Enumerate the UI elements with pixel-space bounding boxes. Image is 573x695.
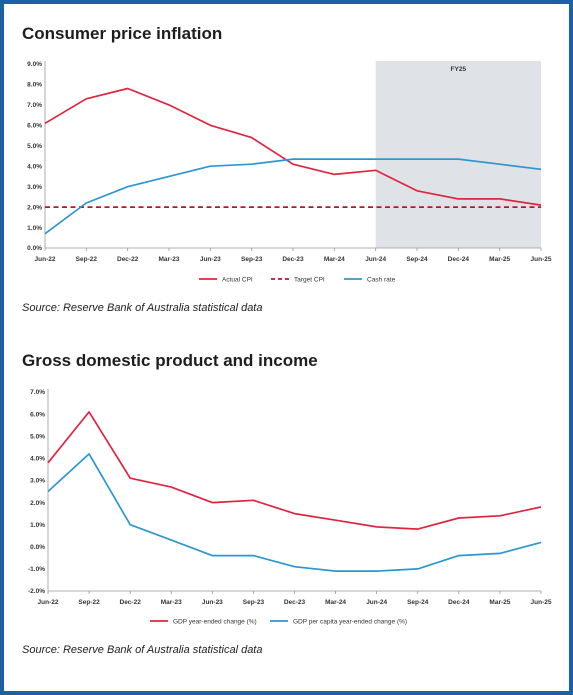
x-tick-label: Jun-22 bbox=[35, 256, 56, 263]
y-tick-label: 0.0% bbox=[30, 544, 45, 551]
x-tick-label: Jun-24 bbox=[366, 599, 387, 606]
x-tick-label: Mar-23 bbox=[161, 599, 182, 606]
cpi-chart: FY25 0.0% 1.0% 2.0% 3.0% 4.0% 5.0% 6.0% 7.0% 8.0%… bbox=[27, 61, 552, 283]
y-tick-label: 4.0% bbox=[27, 163, 42, 170]
y-tick-label: 2.0% bbox=[30, 500, 45, 507]
series-line-0 bbox=[47, 411, 542, 530]
y-tick-label: 7.0% bbox=[30, 389, 45, 396]
fy25-label: FY25 bbox=[451, 66, 467, 73]
x-tick-label: Jun-24 bbox=[365, 256, 386, 263]
legend-label: GDP year-ended change (%) bbox=[173, 618, 257, 625]
x-tick-label: Dec-23 bbox=[282, 256, 304, 263]
series-line-1 bbox=[47, 453, 542, 572]
x-tick-label: Dec-23 bbox=[284, 599, 306, 606]
y-tick-label: 5.0% bbox=[30, 433, 45, 440]
y-tick-label: 4.0% bbox=[30, 456, 45, 463]
x-tick-label: Sep-22 bbox=[78, 599, 100, 606]
y-tick-label: 6.0% bbox=[27, 123, 42, 130]
y-tick-label: 1.0% bbox=[30, 522, 45, 529]
x-tick-label: Jun-25 bbox=[531, 599, 552, 606]
x-tick-label: Jun-23 bbox=[200, 256, 221, 263]
y-tick-label: 3.0% bbox=[27, 184, 42, 191]
y-tick-label: 8.0% bbox=[27, 82, 42, 89]
y-tick-label: 5.0% bbox=[27, 143, 42, 150]
x-tick-label: Mar-25 bbox=[489, 599, 510, 606]
x-tick-label: Dec-24 bbox=[448, 256, 470, 263]
legend-label: Target CPI bbox=[294, 276, 325, 283]
y-tick-label: 7.0% bbox=[27, 102, 42, 109]
legend-label: GDP per capita year-ended change (%) bbox=[293, 618, 407, 625]
x-tick-label: Mar-25 bbox=[489, 256, 510, 263]
legend-label: Cash rate bbox=[367, 276, 396, 283]
x-tick-label: Dec-24 bbox=[448, 599, 470, 606]
y-tick-label: 9.0% bbox=[27, 61, 42, 68]
gdp-chart: -2.0% -1.0% 0.0% 1.0% 2.0% 3.0% 4.0% 5.0% 6.0% 7.… bbox=[28, 389, 552, 625]
x-tick-label: Sep-24 bbox=[407, 599, 429, 606]
x-tick-label: Dec-22 bbox=[117, 256, 139, 263]
chart-title-cpi: Consumer price inflation bbox=[22, 24, 223, 43]
series-line-2 bbox=[44, 158, 542, 235]
y-tick-label: -2.0% bbox=[28, 588, 45, 595]
y-tick-label: 6.0% bbox=[30, 411, 45, 418]
x-tick-label: Jun-25 bbox=[531, 256, 552, 263]
y-tick-label: 1.0% bbox=[27, 225, 42, 232]
x-tick-label: Mar-23 bbox=[159, 256, 180, 263]
series-line-0 bbox=[44, 87, 542, 206]
x-tick-label: Mar-24 bbox=[325, 599, 346, 606]
legend-label: Actual CPI bbox=[222, 276, 253, 283]
y-tick-label: -1.0% bbox=[28, 566, 45, 573]
y-tick-label: 3.0% bbox=[30, 478, 45, 485]
x-tick-label: Sep-23 bbox=[241, 256, 263, 263]
x-tick-label: Jun-23 bbox=[202, 599, 223, 606]
x-tick-label: Jun-22 bbox=[38, 599, 59, 606]
fy25-shaded-region bbox=[375, 61, 541, 248]
chart-title-gdp: Gross domestic product and income bbox=[22, 351, 318, 370]
source-note-cpi: Source: Reserve Bank of Australia statis… bbox=[22, 302, 263, 314]
x-tick-label: Sep-23 bbox=[243, 599, 265, 606]
x-tick-label: Mar-24 bbox=[324, 256, 345, 263]
x-tick-label: Sep-24 bbox=[406, 256, 428, 263]
x-tick-label: Dec-22 bbox=[120, 599, 142, 606]
y-tick-label: 2.0% bbox=[27, 204, 42, 211]
x-tick-label: Sep-22 bbox=[76, 256, 98, 263]
source-note-gdp: Source: Reserve Bank of Australia statis… bbox=[22, 644, 263, 656]
y-tick-label: 0.0% bbox=[27, 245, 42, 252]
